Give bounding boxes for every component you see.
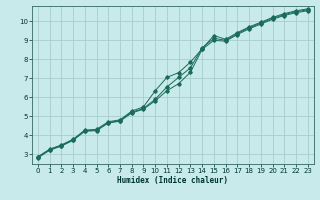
X-axis label: Humidex (Indice chaleur): Humidex (Indice chaleur)	[117, 176, 228, 185]
